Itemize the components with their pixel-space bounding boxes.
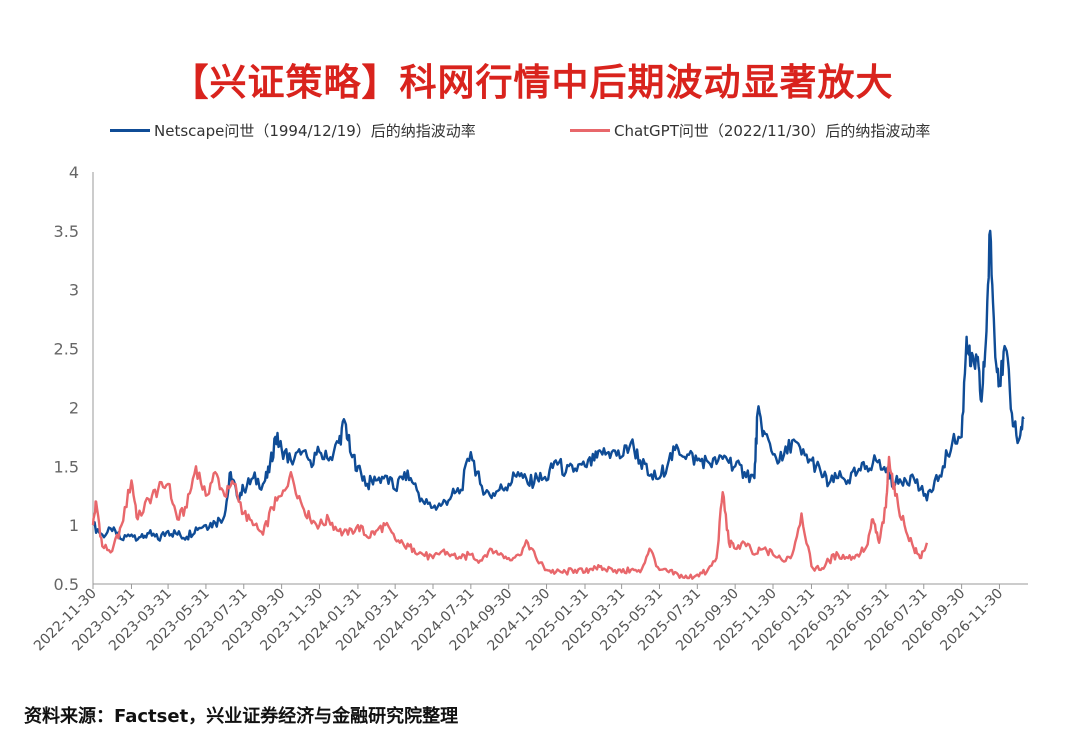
legend-swatch-netscape [110,129,150,132]
y-tick-label: 2 [69,398,79,417]
legend-label-chatgpt: ChatGPT问世（2022/11/30）后的纳指波动率 [614,122,931,140]
legend: Netscape问世（1994/12/19）后的纳指波动率 ChatGPT问世（… [0,120,1065,142]
series-line-chatgpt [91,455,929,580]
y-tick-label: 3.5 [54,222,79,241]
source-note: 资料来源：Factset，兴业证券经济与金融研究院整理 [24,706,459,727]
y-tick-label: 1.5 [54,457,79,476]
legend-swatch-chatgpt [570,129,610,132]
y-tick-label: 4 [69,163,79,182]
series-line-netscape [91,229,1025,542]
y-tick-label: 3 [69,281,79,300]
chart-title: 【兴证策略】科网行情中后期波动显著放大 [171,61,894,104]
legend-item-chatgpt: ChatGPT问世（2022/11/30）后的纳指波动率 [570,120,930,141]
y-tick-label: 1 [69,516,79,535]
y-tick-label: 0.5 [54,575,79,594]
legend-label-netscape: Netscape问世（1994/12/19）后的纳指波动率 [154,122,476,140]
y-tick-label: 2.5 [54,340,79,359]
legend-item-netscape: Netscape问世（1994/12/19）后的纳指波动率 [110,120,476,141]
